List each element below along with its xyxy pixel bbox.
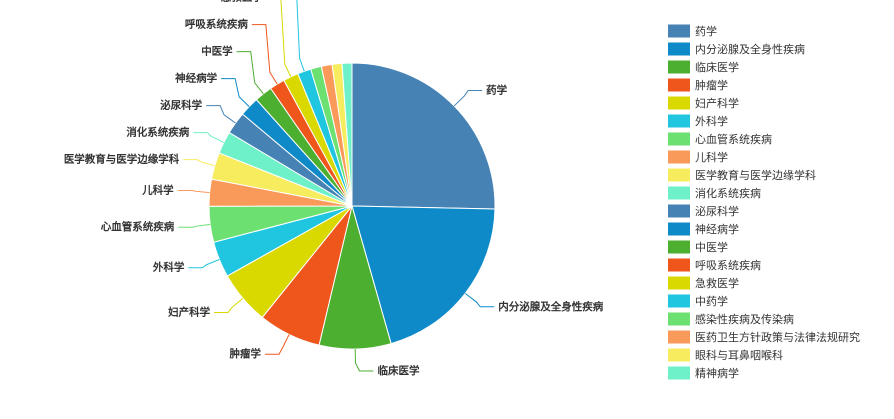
legend-label[interactable]: 呼吸系统疾病 bbox=[695, 258, 761, 272]
legend-swatch[interactable] bbox=[668, 132, 690, 146]
legend-label[interactable]: 消化系统疾病 bbox=[695, 186, 761, 200]
legend-label[interactable]: 中医学 bbox=[695, 240, 728, 254]
label-line bbox=[221, 78, 250, 107]
pie-slice bbox=[351, 62, 496, 210]
legend-swatch[interactable] bbox=[668, 366, 690, 380]
slice-label: 内分泌腺及全身性疾病 bbox=[498, 300, 603, 313]
legend-label[interactable]: 内分泌腺及全身性疾病 bbox=[695, 42, 805, 56]
legend-swatch[interactable] bbox=[668, 294, 690, 308]
legend-swatch[interactable] bbox=[668, 186, 690, 200]
legend-label[interactable]: 妇产科学 bbox=[695, 96, 739, 110]
slice-label: 药学 bbox=[486, 84, 507, 97]
legend-label[interactable]: 医药卫生方针政策与法律法规研究 bbox=[695, 330, 860, 344]
legend-label[interactable]: 神经病学 bbox=[695, 222, 739, 236]
legend-swatch[interactable] bbox=[668, 114, 690, 128]
legend-label[interactable]: 药学 bbox=[695, 24, 717, 38]
legend-label[interactable]: 心血管系统疾病 bbox=[695, 132, 772, 146]
legend-swatch[interactable] bbox=[668, 24, 690, 38]
label-line bbox=[214, 297, 244, 314]
legend-swatch[interactable] bbox=[668, 312, 690, 326]
label-line bbox=[178, 223, 211, 228]
label-line bbox=[177, 190, 210, 194]
slice-label: 外科学 bbox=[152, 261, 185, 274]
legend-swatch[interactable] bbox=[668, 60, 690, 74]
legend-label[interactable]: 医学教育与医学边缘学科 bbox=[695, 168, 816, 182]
legend-swatch[interactable] bbox=[668, 96, 690, 110]
label-line bbox=[193, 132, 225, 143]
legend-label[interactable]: 外科学 bbox=[695, 114, 728, 128]
label-line bbox=[280, 0, 292, 77]
slice-label: 心血管系统疾病 bbox=[101, 220, 175, 233]
slice-label: 呼吸系统疾病 bbox=[185, 18, 248, 31]
slice-label: 临床医学 bbox=[377, 364, 419, 377]
legend-label[interactable]: 泌尿科学 bbox=[695, 204, 739, 218]
legend-swatch[interactable] bbox=[668, 240, 690, 254]
label-line bbox=[264, 334, 290, 355]
slice-label: 急救医学 bbox=[221, 0, 263, 4]
label-line bbox=[464, 292, 495, 308]
label-line bbox=[296, 0, 305, 72]
legend-label[interactable]: 中药学 bbox=[695, 294, 728, 308]
slice-label: 消化系统疾病 bbox=[126, 126, 189, 139]
legend-swatch[interactable] bbox=[668, 276, 690, 290]
slice-label: 泌尿科学 bbox=[160, 99, 202, 112]
legend-label[interactable]: 感染性疾病及传染病 bbox=[695, 312, 794, 326]
legend-swatch[interactable] bbox=[668, 150, 690, 164]
label-line bbox=[188, 259, 220, 269]
legend-label[interactable]: 儿科学 bbox=[695, 150, 728, 164]
legend-swatch[interactable] bbox=[668, 222, 690, 236]
legend-label[interactable]: 精神病学 bbox=[695, 366, 739, 380]
legend-swatch[interactable] bbox=[668, 42, 690, 56]
pie-slice bbox=[341, 62, 353, 207]
legend-label[interactable]: 临床医学 bbox=[695, 60, 739, 74]
legend-label[interactable]: 眼科与耳鼻咽喉科 bbox=[695, 348, 783, 362]
legend-label[interactable]: 肿瘤学 bbox=[695, 78, 728, 92]
legend-swatch[interactable] bbox=[668, 204, 690, 218]
legend-label[interactable]: 急救医学 bbox=[695, 276, 739, 290]
slice-label: 肿瘤学 bbox=[229, 347, 261, 360]
slice-label: 妇产科学 bbox=[167, 306, 210, 319]
legend-swatch[interactable] bbox=[668, 258, 690, 272]
slice-label: 医学教育与医学边缘学科 bbox=[64, 153, 180, 166]
slice-label: 中医学 bbox=[201, 45, 233, 58]
label-line bbox=[354, 348, 374, 372]
slice-label: 儿科学 bbox=[141, 184, 174, 197]
slice-label: 神经病学 bbox=[175, 72, 217, 85]
legend-swatch[interactable] bbox=[668, 168, 690, 182]
legend-swatch[interactable] bbox=[668, 330, 690, 344]
legend-swatch[interactable] bbox=[668, 78, 690, 92]
label-line bbox=[453, 90, 483, 107]
label-line bbox=[236, 51, 264, 95]
label-line bbox=[206, 105, 236, 124]
label-line bbox=[251, 24, 278, 85]
label-line bbox=[183, 159, 215, 167]
pie-slice bbox=[351, 205, 496, 345]
legend-swatch[interactable] bbox=[668, 348, 690, 362]
